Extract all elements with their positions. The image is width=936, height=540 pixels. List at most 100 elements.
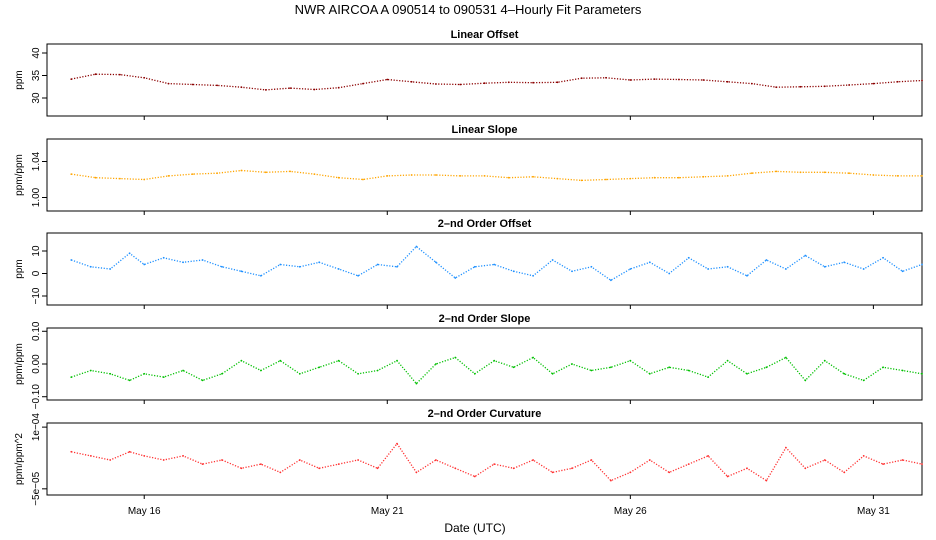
data-point <box>89 265 92 268</box>
data-point <box>580 77 583 80</box>
panel-1: Linear Offset ppm 30 35 40 <box>14 29 923 120</box>
data-point <box>921 372 923 375</box>
y-tick-label: 40 <box>31 47 42 59</box>
data-point <box>473 475 476 478</box>
data-point <box>726 265 729 268</box>
data-point <box>410 80 413 83</box>
panel-title: 2–nd Order Curvature <box>428 408 542 420</box>
data-point <box>483 175 486 177</box>
data-point <box>843 261 846 264</box>
data-point <box>396 265 398 268</box>
data-point <box>362 82 364 85</box>
panel-frame <box>46 43 923 117</box>
data-point <box>128 252 131 255</box>
panel-title: 2–nd Order Slope <box>439 313 531 325</box>
data-point <box>162 376 165 378</box>
data-point <box>605 76 607 79</box>
data-point <box>775 170 778 173</box>
data-point <box>882 256 884 259</box>
data-point <box>921 263 923 266</box>
data-point <box>629 359 632 362</box>
data-point <box>668 272 671 275</box>
data-point <box>376 467 379 470</box>
data-point <box>240 467 243 470</box>
data-point <box>872 174 875 176</box>
panel-4: 2–nd Order Slope ppm/ppm −0.10 0.00 0.10 <box>14 313 923 409</box>
panels-group: Linear Offset ppm 30 35 40 Linear Slope ppm/pp… <box>14 29 923 506</box>
data-point <box>823 359 826 362</box>
data-point <box>785 356 787 359</box>
data-point <box>70 78 73 80</box>
data-point <box>653 78 656 80</box>
data-point <box>240 359 243 362</box>
data-point <box>746 372 748 375</box>
series-line <box>71 442 923 482</box>
y-tick-label: 35 <box>31 70 42 82</box>
data-point <box>882 463 884 465</box>
x-tick-label: May 16 <box>128 506 161 517</box>
series-line <box>71 245 923 282</box>
data-point <box>454 356 457 359</box>
data-point <box>765 366 768 369</box>
data-point <box>580 179 583 182</box>
data-point <box>119 177 121 180</box>
series-line <box>71 169 922 182</box>
data-point <box>785 268 787 270</box>
data-point <box>337 86 340 89</box>
y-tick-label: −5e−05 <box>31 471 42 505</box>
data-point <box>653 176 656 179</box>
data-point <box>109 268 112 270</box>
data-point <box>726 475 729 478</box>
data-point <box>221 459 223 461</box>
data-point <box>454 277 457 279</box>
data-point <box>804 379 807 382</box>
data-point <box>746 467 748 470</box>
data-point <box>386 175 389 177</box>
data-point <box>298 372 301 375</box>
data-point <box>751 172 753 175</box>
data-point <box>726 80 729 83</box>
data-point <box>507 81 510 84</box>
panel-2: Linear Slope ppm/ppm 1.00 1.04 <box>14 124 923 215</box>
y-axis-label: ppm <box>14 259 25 278</box>
data-point <box>167 82 170 85</box>
data-point <box>590 369 593 372</box>
data-point <box>128 379 131 382</box>
panel-frame <box>46 422 923 496</box>
data-point <box>415 382 418 385</box>
data-point <box>216 172 219 175</box>
data-point <box>610 479 612 482</box>
data-point <box>182 455 185 457</box>
data-point <box>240 169 243 172</box>
data-point <box>678 176 680 179</box>
data-point <box>264 171 267 174</box>
data-point <box>532 175 534 178</box>
data-point <box>89 455 92 457</box>
data-point <box>605 178 607 181</box>
data-point <box>872 82 875 85</box>
data-point <box>289 87 291 89</box>
y-axis-label: ppm/ppm^2 <box>14 433 25 485</box>
data-point <box>109 372 112 375</box>
data-point <box>221 265 223 268</box>
data-point <box>94 73 97 76</box>
data-point <box>921 463 923 465</box>
data-point <box>473 372 476 375</box>
x-tick-label: May 26 <box>614 506 647 517</box>
y-tick-label: 1.04 <box>31 151 42 171</box>
data-point <box>415 245 418 248</box>
data-point <box>804 254 807 257</box>
data-point <box>707 376 709 378</box>
y-axis-label: ppm/ppm <box>14 343 25 385</box>
data-point <box>410 174 413 176</box>
data-point <box>386 78 389 81</box>
data-point <box>337 463 340 465</box>
data-point <box>357 372 359 375</box>
data-point <box>556 177 559 180</box>
data-point <box>337 176 340 179</box>
data-point <box>921 175 923 177</box>
data-point <box>896 80 899 83</box>
data-point <box>687 463 690 465</box>
data-point <box>823 459 826 461</box>
data-point <box>848 84 850 86</box>
